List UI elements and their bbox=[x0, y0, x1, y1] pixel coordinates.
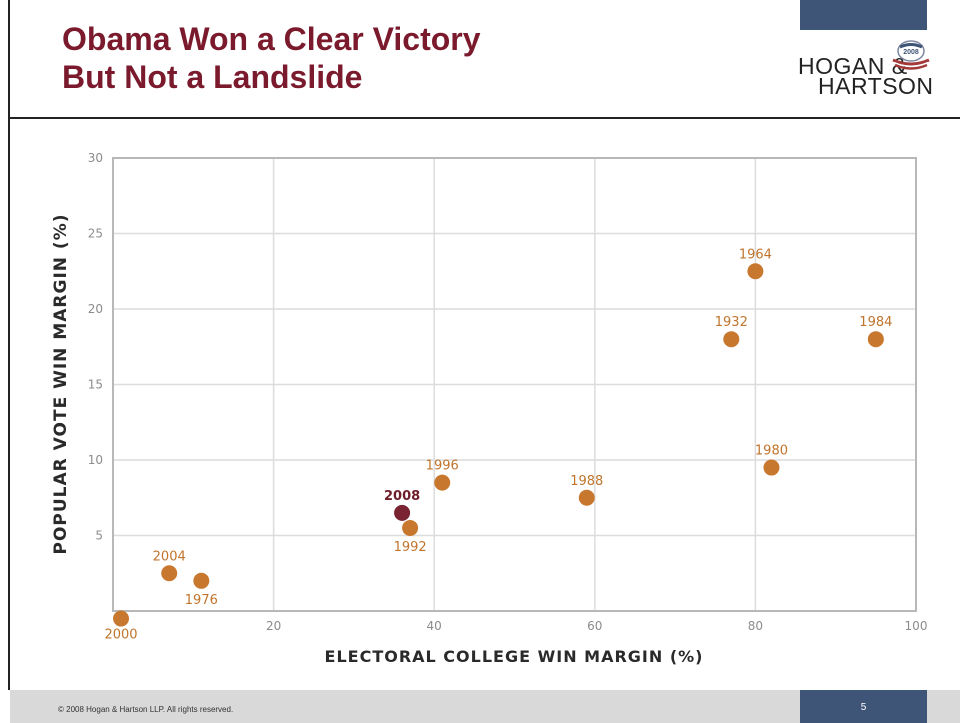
point-1976 bbox=[193, 572, 210, 589]
x-tick-label: 80 bbox=[748, 619, 763, 633]
point-2008 bbox=[394, 504, 411, 521]
point-label-2004: 2004 bbox=[153, 549, 186, 564]
x-tick-label: 100 bbox=[905, 619, 928, 633]
point-label-2008: 2008 bbox=[384, 489, 420, 504]
point-label-1996: 1996 bbox=[426, 459, 459, 474]
y-tick-label: 30 bbox=[88, 151, 103, 165]
point-1964 bbox=[747, 263, 764, 280]
point-label-1964: 1964 bbox=[739, 247, 772, 262]
plot-area-border bbox=[112, 157, 917, 612]
slide-left-border bbox=[8, 0, 10, 690]
point-label-1976: 1976 bbox=[185, 593, 218, 608]
x-tick-label: 20 bbox=[266, 619, 281, 633]
page-number: 5 bbox=[860, 702, 867, 713]
title-line-2: But Not a Landslide bbox=[62, 59, 363, 95]
x-axis-label: ELECTORAL COLLEGE WIN MARGIN (%) bbox=[325, 647, 704, 666]
page-number-box: 5 bbox=[800, 690, 927, 723]
chart-grid bbox=[113, 158, 916, 611]
point-1992 bbox=[402, 519, 419, 536]
point-label-1932: 1932 bbox=[715, 315, 748, 330]
point-label-1980: 1980 bbox=[755, 444, 788, 459]
point-1980 bbox=[763, 459, 780, 476]
logo-line-1: HOGAN & bbox=[798, 53, 908, 79]
point-label-1992: 1992 bbox=[394, 540, 427, 555]
axis-ticks: 20 40 60 80 100 5 10 15 20 25 30 bbox=[88, 151, 928, 633]
logo-line-2: HARTSON bbox=[818, 73, 934, 99]
y-tick-label: 20 bbox=[88, 302, 103, 316]
point-label-1988: 1988 bbox=[570, 474, 603, 489]
y-tick-label: 10 bbox=[88, 453, 103, 467]
point-2000 bbox=[113, 610, 130, 627]
scatter-chart: 20 40 60 80 100 5 10 15 20 25 30 2000 2004 1976 2008 1… bbox=[51, 151, 928, 666]
election-badge-icon: 2008 bbox=[892, 40, 930, 70]
y-tick-label: 25 bbox=[88, 227, 103, 241]
point-label-1984: 1984 bbox=[859, 315, 892, 330]
point-2004 bbox=[161, 565, 178, 582]
point-1988 bbox=[578, 489, 595, 506]
header-divider bbox=[8, 117, 960, 119]
point-1996 bbox=[434, 474, 451, 491]
data-points: 2000 2004 1976 2008 1992 1996 1988 1932 1964 1980… bbox=[104, 247, 892, 642]
logo-badge-text: 2008 bbox=[903, 49, 919, 56]
page-title: Obama Won a Clear Victory But Not a Land… bbox=[62, 20, 481, 96]
hogan-hartson-logo: HOGAN & HARTSON 2008 bbox=[798, 40, 933, 104]
point-1932 bbox=[723, 331, 740, 348]
point-1984 bbox=[867, 331, 884, 348]
header-accent-tab bbox=[800, 0, 927, 30]
x-tick-label: 60 bbox=[587, 619, 602, 633]
y-axis-label: POPULAR VOTE WIN MARGIN (%) bbox=[51, 214, 71, 555]
y-tick-label: 5 bbox=[95, 529, 103, 543]
point-label-2000: 2000 bbox=[104, 628, 137, 643]
x-tick-label: 40 bbox=[427, 619, 442, 633]
title-line-1: Obama Won a Clear Victory bbox=[62, 21, 481, 57]
y-tick-label: 15 bbox=[88, 378, 103, 392]
footer-copyright: © 2008 Hogan & Hartson LLP. All rights r… bbox=[58, 705, 234, 714]
